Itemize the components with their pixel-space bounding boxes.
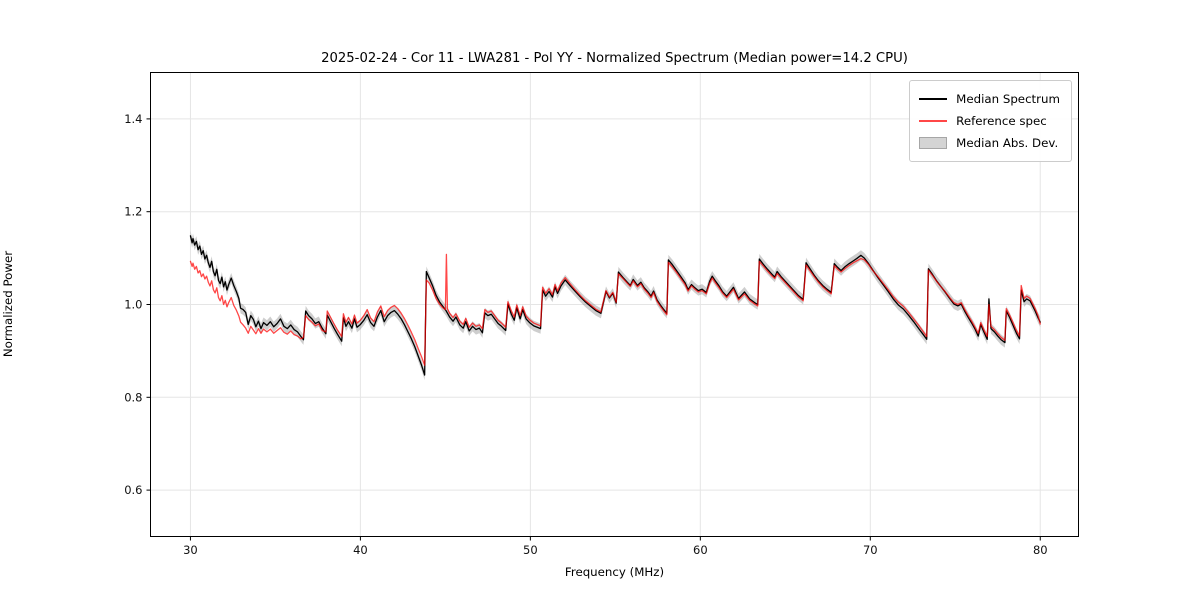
x-axis-label: Frequency (MHz) bbox=[564, 565, 665, 579]
reference-spec-line bbox=[189, 253, 1041, 366]
legend-label-median-abs-dev: Median Abs. Dev. bbox=[956, 136, 1059, 150]
y-tick-label: 1.2 bbox=[124, 205, 142, 219]
median-spectrum-line-swatch bbox=[919, 98, 948, 100]
median-abs-dev-band bbox=[190, 230, 1041, 381]
median-spectrum-line bbox=[189, 235, 1041, 376]
legend-item-reference-spec: Reference spec bbox=[919, 110, 1060, 132]
chart-title: 2025-02-24 - Cor 11 - LWA281 - Pol YY - … bbox=[321, 51, 908, 66]
y-tick-label: 0.8 bbox=[124, 390, 142, 404]
median-abs-dev-patch-swatch bbox=[919, 137, 948, 149]
x-tick-label: 50 bbox=[523, 543, 538, 557]
x-tick-label: 60 bbox=[693, 543, 708, 557]
legend: Median Spectrum Reference spec Median Ab… bbox=[909, 80, 1072, 162]
legend-label-median-spectrum: Median Spectrum bbox=[956, 92, 1060, 106]
legend-item-median-abs-dev: Median Abs. Dev. bbox=[919, 132, 1060, 154]
y-tick-label: 1.0 bbox=[124, 298, 142, 312]
reference-spec-line-swatch bbox=[919, 120, 948, 122]
x-tick-label: 40 bbox=[353, 543, 368, 557]
legend-item-median-spectrum: Median Spectrum bbox=[919, 88, 1060, 110]
y-tick-label: 0.6 bbox=[124, 483, 142, 497]
y-tick-label: 1.4 bbox=[124, 112, 142, 126]
x-tick-label: 80 bbox=[1033, 543, 1048, 557]
legend-label-reference-spec: Reference spec bbox=[956, 114, 1047, 128]
x-tick-label: 70 bbox=[863, 543, 878, 557]
x-tick-label: 30 bbox=[183, 543, 198, 557]
